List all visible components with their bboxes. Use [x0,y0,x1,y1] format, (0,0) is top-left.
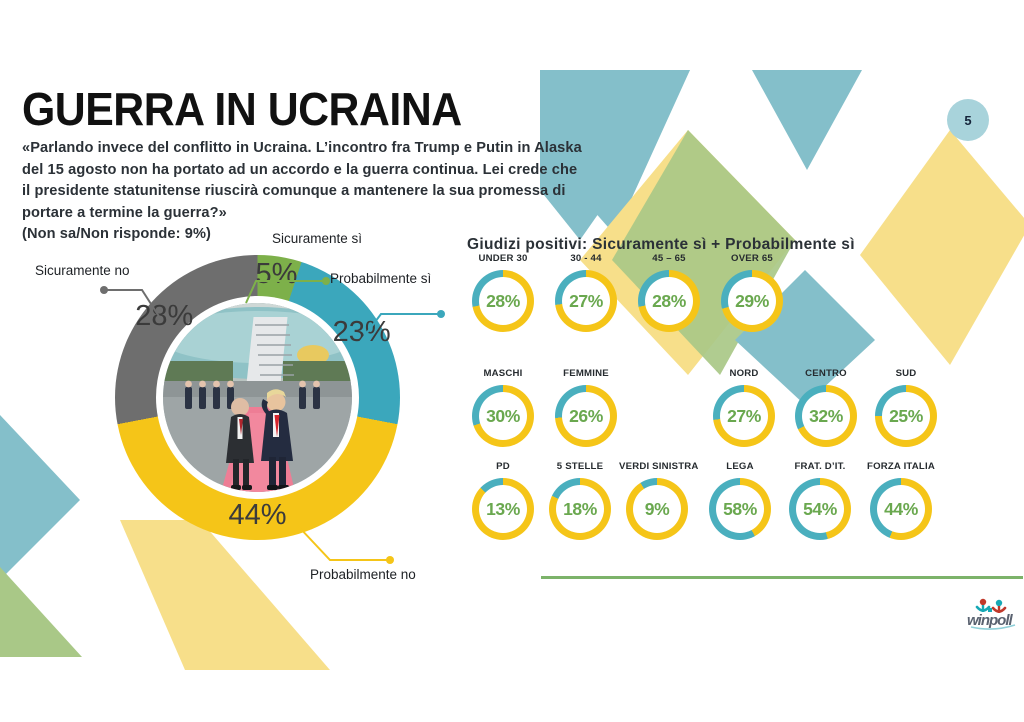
mini-donut-center: 29% [728,277,776,325]
mini-donut-ring: 28% [472,270,534,332]
mini-donut-ring: 27% [713,385,775,447]
mini-donut-cell: FEMMINE 26% [548,368,624,447]
callout-sicuramente-no: Sicuramente no [35,263,130,278]
mini-donut-value: 9% [644,498,670,519]
mini-donut-caption: UNDER 30 [478,253,528,264]
mini-donut-ring: 54% [789,478,851,540]
main-label-probabilmente-no: 44% [228,498,287,531]
mini-donut-cell: UNDER 30 28% [465,253,541,332]
right-panel-heading: Giudizi positivi: Sicuramente sì + Proba… [467,236,855,253]
mini-donut-ring: 26% [555,385,617,447]
mini-donut-value: 44% [884,498,918,519]
mini-donut-center: 25% [882,392,930,440]
callout-probabilmente-si: Probabilmente sì [330,271,432,286]
mini-donut-value: 27% [727,405,761,426]
main-label-probabilmente-si: 23% [332,315,391,348]
mini-donut-value: 32% [809,405,843,426]
mini-donut-ring: 30% [472,385,534,447]
mini-donut-ring: 58% [709,478,771,540]
mini-donut-cell: 45 – 65 28% [631,253,707,332]
main-label-sicuramente-no: 28% [135,300,194,333]
mini-donut-cell: FRAT. D’IT. 54% [782,461,858,540]
mini-donut-value: 26% [569,405,603,426]
mini-donut-caption: 30 - 44 [570,253,602,264]
yellow-band-bottom-icon [120,520,330,670]
mini-donut-cell: VERDI SINISTRA 9% [619,461,699,540]
mini-donut-center: 58% [716,485,764,533]
mini-donut-cell: 5 STELLE 18% [542,461,618,540]
winpoll-logo: winpoll [967,597,1019,631]
callout-probabilmente-no: Probabilmente no [310,567,416,582]
bottom-rule [541,576,1023,579]
mini-donut-ring: 28% [638,270,700,332]
teal-arrow-left-icon [0,415,80,575]
mini-donut-center: 27% [720,392,768,440]
mini-donut-caption: VERDI SINISTRA [619,461,699,472]
mini-donut-cell: MASCHI 30% [465,368,541,447]
mini-donut-value: 58% [723,498,757,519]
mini-donut-caption: FEMMINE [563,368,609,379]
mini-donut-center: 18% [556,485,604,533]
teal-triangle-icon [752,70,862,170]
mini-donut-ring: 25% [875,385,937,447]
mini-donut-ring: 9% [626,478,688,540]
mini-donut-ring: 44% [870,478,932,540]
mini-donut-value: 29% [735,290,769,311]
mini-donut-cell: FORZA ITALIA 44% [863,461,939,540]
mini-donut-value: 18% [563,498,597,519]
mini-donut-cell: NORD 27% [706,368,782,447]
mini-donut-caption: FRAT. D’IT. [794,461,846,472]
mini-donut-ring: 29% [721,270,783,332]
main-label-sicuramente-si: 5% [255,257,298,290]
mini-donut-center: 30% [479,392,527,440]
mini-donut-center: 9% [633,485,681,533]
main-donut-chart: 5% 23% 44% 28% [115,255,400,540]
mini-donut-value: 27% [569,290,603,311]
mini-donut-cell: 30 - 44 27% [548,253,624,332]
dont-know-note: (Non sa/Non risponde: 9%) [22,226,211,242]
mini-donut-center: 28% [645,277,693,325]
mini-donut-caption: PD [496,461,510,472]
mini-donut-cell: PD 13% [465,461,541,540]
mini-donut-caption: FORZA ITALIA [867,461,935,472]
mini-donut-center: 27% [562,277,610,325]
mini-donut-value: 13% [486,498,520,519]
mini-donut-cell: SUD 25% [868,368,944,447]
winpoll-wordmark: winpoll [967,612,1013,629]
mini-donut-caption: NORD [729,368,759,379]
mini-donut-ring: 13% [472,478,534,540]
mini-donut-cell: OVER 65 29% [714,253,790,332]
question-text: «Parlando invece del conflitto in Ucrain… [22,138,582,246]
mini-donut-ring: 18% [549,478,611,540]
mini-donut-value: 25% [889,405,923,426]
green-triangle-left-icon [0,567,82,657]
page-title: GUERRA IN UCRAINA [22,83,462,135]
mini-donut-caption: MASCHI [483,368,523,379]
mini-donut-center: 54% [796,485,844,533]
mini-donut-ring: 32% [795,385,857,447]
mini-donut-caption: SUD [895,368,917,379]
mini-donut-center: 26% [562,392,610,440]
mini-donut-center: 44% [877,485,925,533]
mini-donut-cell: LEGA 58% [702,461,778,540]
mini-donut-value: 54% [803,498,837,519]
mini-donut-value: 30% [486,405,520,426]
question-body: «Parlando invece del conflitto in Ucrain… [22,140,582,221]
mini-donut-center: 32% [802,392,850,440]
mini-donut-value: 28% [652,290,686,311]
mini-donut-center: 28% [479,277,527,325]
winpoll-mark-icon [970,598,1016,630]
mini-donut-center: 13% [479,485,527,533]
mini-donut-caption: OVER 65 [731,253,773,264]
mini-donut-caption: CENTRO [805,368,847,379]
mini-donut-cell: CENTRO 32% [788,368,864,447]
mini-donut-value: 28% [486,290,520,311]
page-number-badge: 5 [947,99,989,141]
mini-donut-caption: 45 – 65 [652,253,686,264]
mini-donut-caption: 5 STELLE [556,461,604,472]
callout-sicuramente-si: Sicuramente sì [272,231,363,246]
mini-donut-caption: LEGA [726,461,754,472]
mini-donut-ring: 27% [555,270,617,332]
